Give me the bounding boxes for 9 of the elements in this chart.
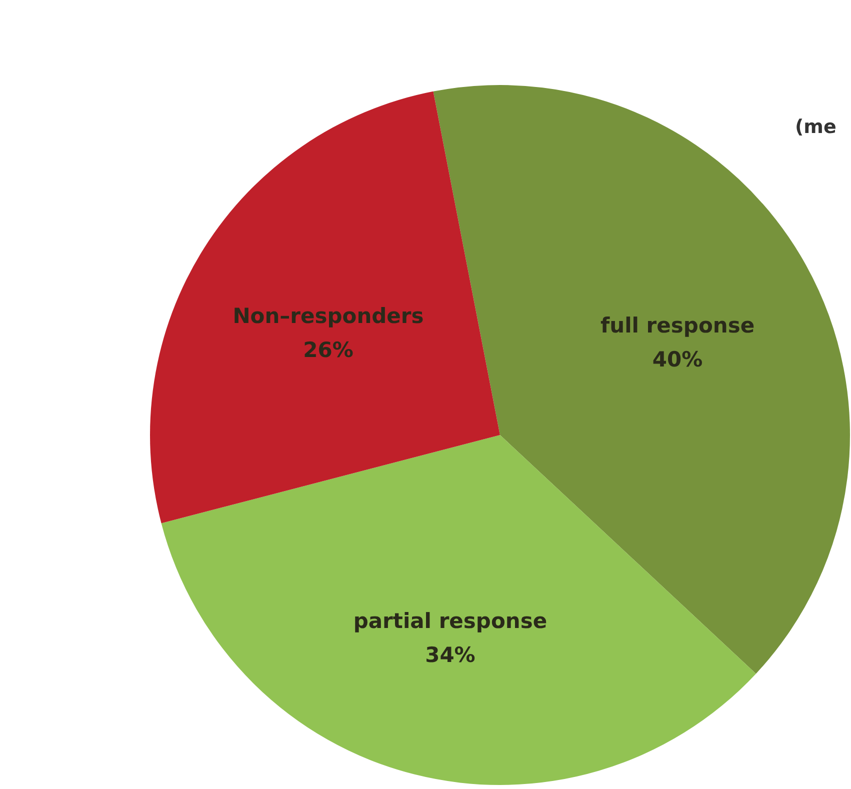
text: (me bbox=[795, 116, 836, 138]
data-label: 34% bbox=[425, 642, 476, 667]
slice-label: partial response bbox=[353, 608, 548, 633]
slice-label: Non–responders bbox=[232, 304, 424, 328]
slice-label: full response bbox=[600, 314, 755, 338]
pie-slice bbox=[150, 91, 500, 524]
pie-slice bbox=[161, 435, 756, 784]
data-label: 26% bbox=[303, 338, 354, 362]
data-label: 40% bbox=[652, 348, 703, 372]
